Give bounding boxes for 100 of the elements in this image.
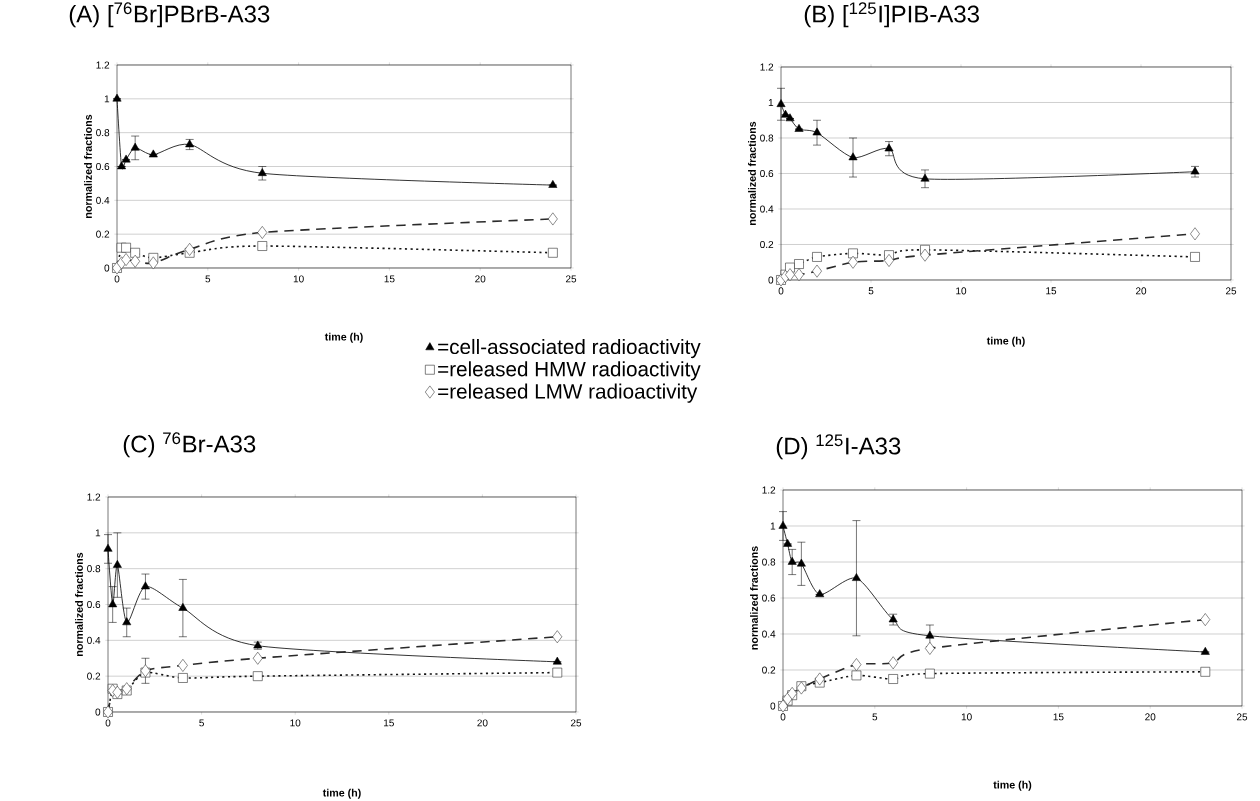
y-tick-label: 0.6 [96, 162, 110, 171]
point [925, 641, 935, 655]
y-tick-label: 0 [770, 702, 776, 710]
point [112, 93, 122, 102]
point [794, 268, 804, 282]
y-axis-title: normalized fractions [84, 114, 92, 218]
x-tick-label: 10 [290, 719, 301, 727]
point [148, 256, 159, 270]
x-tick-label: 5 [872, 713, 878, 721]
x-tick-label: 5 [868, 287, 874, 295]
point [920, 173, 930, 182]
x-tick-label: 15 [1046, 287, 1057, 295]
point [794, 259, 804, 269]
point [888, 674, 898, 684]
point [796, 681, 807, 695]
x-tick-label: 10 [293, 275, 304, 283]
x-tick-label: 25 [1225, 287, 1237, 295]
point [812, 252, 822, 262]
y-tick-label: 0.8 [87, 565, 101, 573]
point [787, 556, 797, 565]
point [815, 589, 825, 598]
point [252, 651, 263, 665]
point [778, 520, 788, 529]
x-axis-title: time (h) [324, 332, 363, 343]
point [812, 264, 822, 278]
y-tick-label: 1 [768, 99, 774, 106]
point [122, 617, 132, 626]
x-tick-label: 0 [780, 713, 786, 721]
x-tick-label: 0 [114, 275, 120, 283]
point [547, 212, 558, 226]
y-axis-title: normalized fractions [750, 546, 758, 650]
point [1190, 227, 1200, 241]
y-tick-label: 0 [95, 708, 101, 716]
x-tick-label: 15 [1053, 713, 1064, 721]
point [851, 670, 862, 681]
x-tick-label: 25 [1236, 713, 1248, 721]
point [552, 630, 563, 644]
point [121, 242, 131, 253]
point [117, 161, 126, 170]
point [103, 543, 113, 552]
x-tick-label: 20 [1145, 713, 1156, 721]
chart-title: (A) [$^{76}$Br]PBrB-A33 [69, 2, 270, 28]
point [252, 671, 263, 681]
y-tick-label: 1.2 [87, 493, 101, 501]
x-tick-label: 15 [384, 719, 394, 727]
y-tick-label: 1 [770, 522, 776, 530]
point [794, 124, 804, 132]
x-axis-title: time (h) [986, 336, 1025, 347]
point [112, 560, 122, 568]
y-tick-label: 1.2 [96, 61, 110, 69]
point [121, 253, 131, 266]
y-tick-label: 1.2 [762, 486, 776, 494]
point [178, 659, 188, 672]
x-axis-title: time (h) [993, 780, 1032, 791]
point [178, 603, 188, 611]
point [1200, 646, 1210, 655]
y-tick-label: 1 [104, 95, 110, 103]
point [108, 599, 118, 608]
y-tick-label: 0.4 [96, 196, 110, 204]
y-tick-label: 0.8 [96, 129, 110, 137]
point [783, 538, 793, 547]
point [130, 142, 140, 151]
point [130, 254, 141, 268]
x-tick-label: 5 [205, 275, 211, 283]
point [130, 247, 140, 258]
x-tick-label: 25 [565, 275, 577, 283]
y-tick-label: 0.2 [762, 666, 776, 674]
point [920, 248, 930, 262]
point [851, 658, 862, 671]
y-tick-label: 0.6 [762, 594, 776, 602]
point [1200, 613, 1211, 626]
point [925, 668, 935, 679]
point [884, 254, 894, 267]
chart-title: (B) [$^{125}$I]PIB-A33 [804, 2, 979, 28]
point [548, 247, 558, 258]
point [257, 241, 268, 251]
y-tick-label: 0 [104, 264, 110, 272]
point [1200, 666, 1211, 677]
y-tick-label: 0.2 [760, 240, 774, 249]
y-tick-label: 0.8 [762, 558, 776, 566]
point [776, 99, 786, 107]
x-tick-label: 5 [199, 719, 204, 727]
x-tick-label: 20 [475, 275, 486, 283]
point [925, 630, 935, 639]
point [548, 180, 558, 188]
point [184, 242, 195, 256]
point [848, 248, 858, 259]
y-tick-label: 0.4 [760, 205, 774, 213]
point [552, 667, 563, 678]
y-axis-title: normalized fractions [75, 552, 83, 656]
point [884, 143, 894, 152]
y-tick-label: 0.6 [87, 600, 101, 609]
point [112, 685, 123, 699]
point [257, 226, 268, 239]
point [141, 581, 150, 590]
point [785, 268, 795, 282]
y-tick-label: 1 [95, 529, 101, 537]
x-tick-label: 25 [570, 719, 582, 727]
legend-label: =released LMW radioactivity [438, 383, 698, 403]
chart-title: (D) $^{125}$I-A33 [776, 434, 901, 460]
